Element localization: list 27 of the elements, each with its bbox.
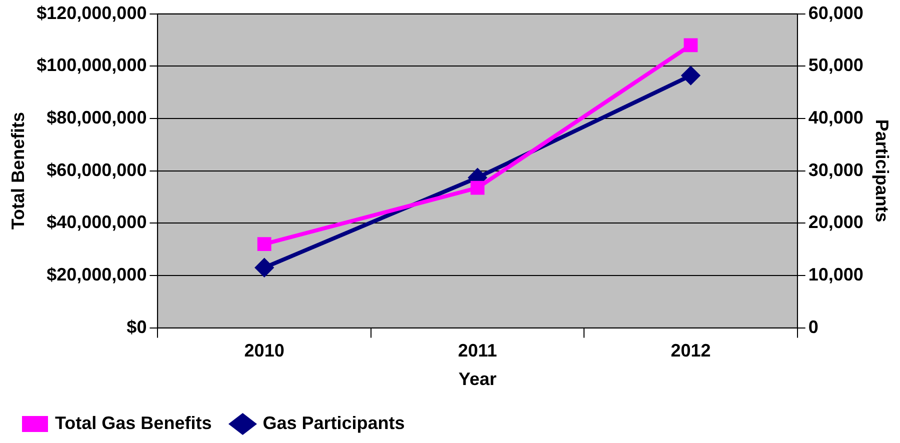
x-tick-label: 2011 <box>458 340 498 361</box>
legend-label: Gas Participants <box>262 412 405 433</box>
y-tick-label: $40,000,000 <box>46 212 147 232</box>
y-tick-label: $0 <box>126 316 147 337</box>
y-tick-label: $120,000,000 <box>36 2 147 23</box>
y2-tick-label: 60,000 <box>808 2 864 23</box>
point <box>257 237 272 252</box>
y-tick-label: $20,000,000 <box>46 264 147 284</box>
y-axis-title: Total Benefits <box>8 112 28 230</box>
y-tick-label: $60,000,000 <box>46 160 147 180</box>
x-tick-label: 2010 <box>244 340 284 361</box>
legend-label: Total Gas Benefits <box>55 412 212 433</box>
x-tick-label: 2012 <box>670 340 711 361</box>
point <box>470 180 484 195</box>
x-axis-title: Year <box>458 369 497 390</box>
point <box>255 258 274 277</box>
y2-tick-label: 20,000 <box>808 212 864 232</box>
y2-tick-label: 40,000 <box>808 107 864 128</box>
y-tick-label: $80,000,000 <box>46 107 147 128</box>
y2-tick-label: 10,000 <box>808 264 864 284</box>
y2-axis-title: Participants <box>872 119 892 222</box>
y-tick-label: $100,000,000 <box>36 55 147 76</box>
y2-tick-label: 0 <box>808 316 818 337</box>
point <box>682 66 700 85</box>
y2-tick-label: 50,000 <box>808 55 864 76</box>
point <box>684 38 698 52</box>
y2-tick-label: 30,000 <box>808 160 864 180</box>
